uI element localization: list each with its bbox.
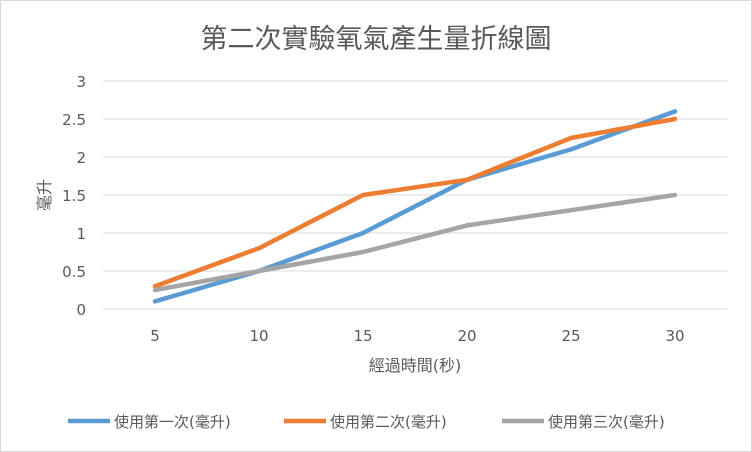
x-tick-label: 5 (150, 327, 160, 345)
y-tick-label: 0.5 (62, 263, 86, 281)
x-tick-label: 20 (457, 327, 476, 345)
y-tick-label: 2.5 (62, 111, 86, 129)
x-tick-label: 15 (353, 327, 372, 345)
legend-label: 使用第二次(毫升) (330, 413, 447, 431)
x-tick-label: 25 (561, 327, 580, 345)
legend-label: 使用第一次(毫升) (114, 413, 231, 431)
y-axis-label: 毫升 (35, 179, 54, 211)
legend-label: 使用第三次(毫升) (548, 413, 665, 431)
y-tick-label: 2 (76, 149, 86, 167)
y-tick-label: 1 (76, 225, 86, 243)
y-tick-label: 3 (76, 73, 86, 91)
y-tick-label: 0 (76, 301, 86, 319)
x-axis-label: 經過時間(秒) (369, 356, 462, 375)
x-tick-label: 10 (249, 327, 268, 345)
series-line-3 (152, 192, 678, 293)
chart-title: 第二次實驗氧氣產生量折線圖 (201, 24, 552, 55)
x-tick-label: 30 (665, 327, 684, 345)
y-tick-label: 1.5 (62, 187, 86, 205)
series-line-2 (152, 116, 678, 289)
